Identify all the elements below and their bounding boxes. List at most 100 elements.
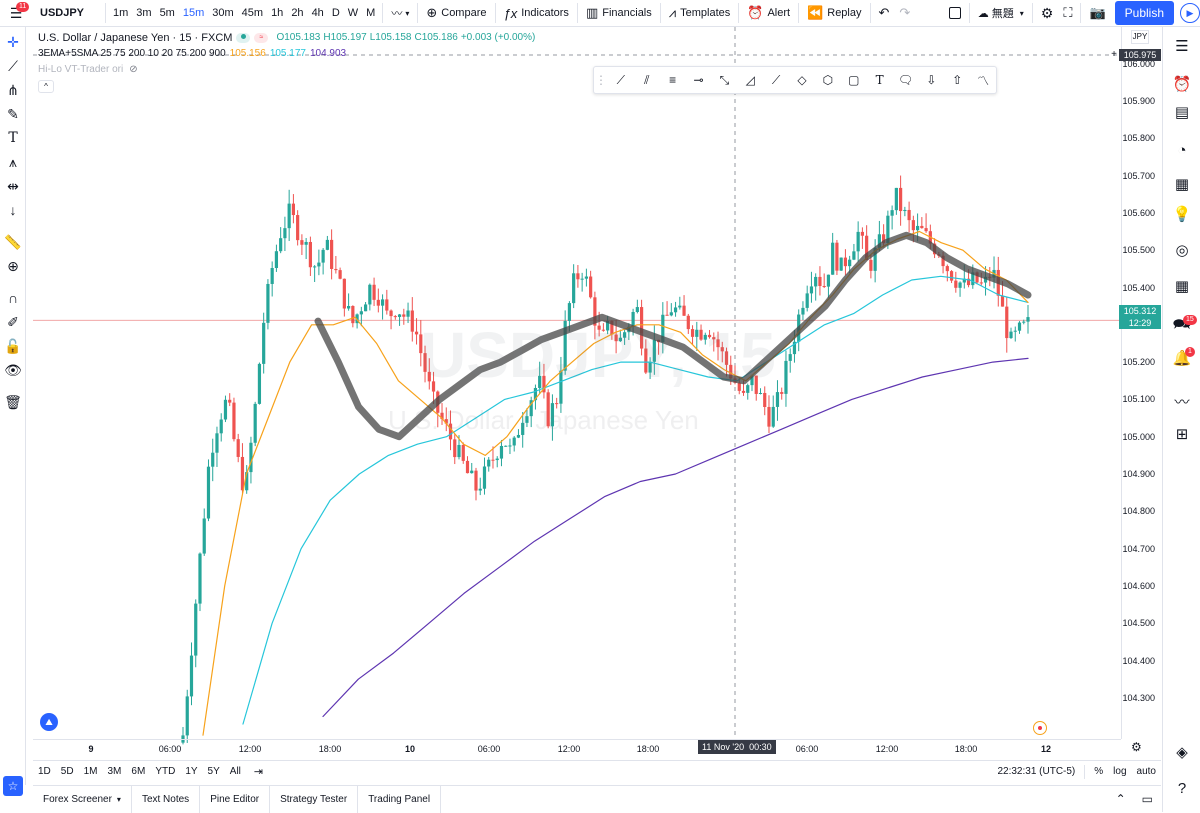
arrow-up-icon[interactable]: ⇧ [952,73,963,87]
main-menu-button[interactable]: ☰ 11 [0,0,32,27]
undo-button[interactable]: ↶ [874,0,895,27]
order-panel-icon[interactable]: ⊞ [1175,426,1189,443]
collapse-legend-button[interactable]: ^ [38,80,54,93]
interval-W[interactable]: W [347,7,359,19]
add-alert-plus-icon[interactable]: + [1111,49,1117,60]
redo-button[interactable]: ↷ [894,0,915,27]
horizontal-ray-icon[interactable]: ⊸ [693,73,704,87]
streams-icon[interactable]: ◎ [1175,242,1189,259]
eye-hidden-icon[interactable]: ⊘ [129,64,138,75]
fullscreen-button[interactable]: ⛶ [1058,0,1077,27]
text-tool-icon[interactable]: T [8,130,18,146]
percent-scale-toggle[interactable]: % [1094,766,1104,777]
interval-1m[interactable]: 1m [113,7,129,19]
price-chart[interactable] [33,27,1159,757]
ideas-lightbulb-icon[interactable]: 💡 [1172,206,1192,223]
range-6m[interactable]: 6M [131,766,146,777]
interval-45m[interactable]: 45m [241,7,264,19]
hilo-indicator-name[interactable]: Hi-Lo VT-Trader ori [38,64,124,75]
templates-button[interactable]: ⩘ Templates [664,0,735,27]
symbol-search-button[interactable]: USDJPY [40,7,85,19]
triangle-icon[interactable]: ◿ [745,73,755,87]
chart-settings-gear-icon[interactable]: ⚙ [1131,740,1142,754]
timezone-clock[interactable]: 22:32:31 (UTC-5) [997,766,1076,777]
interval-1h[interactable]: 1h [271,7,284,19]
snapshot-button[interactable]: 📷 [1084,0,1110,27]
panel-tab-forex-screener[interactable]: Forex Screener ▾ [33,785,132,813]
calendar-icon[interactable]: ▦ [1174,176,1190,193]
layout-name-button[interactable]: ☁ 無題 ▾ [973,0,1029,27]
interval-D[interactable]: D [331,7,340,19]
settings-button[interactable]: ⚙ [1036,0,1059,27]
calendar-grid-icon[interactable]: ▦ [1174,278,1190,295]
brush-tool-icon[interactable]: ✎ [7,105,19,122]
crosshair-tool-icon[interactable]: ✛ [7,33,19,50]
interval-15m[interactable]: 15m [182,7,205,19]
eye-icon[interactable]: 👁 [4,361,22,378]
interval-4h[interactable]: 4h [311,7,324,19]
measure-tool-icon[interactable]: ⇹ [7,177,19,194]
log-scale-toggle[interactable]: log [1113,766,1127,777]
layers-icon[interactable]: ◈ [1176,744,1188,761]
interval-5m[interactable]: 5m [159,7,175,19]
range-1m[interactable]: 1M [83,766,98,777]
layout-select-button[interactable] [944,0,966,27]
help-icon[interactable]: ? [1177,779,1187,797]
parallel-channel-icon[interactable]: ⫽ [644,72,650,87]
watchlist-icon[interactable]: ☰ [1175,38,1189,55]
maximize-panel-icon[interactable]: ▭ [1141,792,1153,806]
price-axis[interactable]: 106.000 105.900 105.800 105.700 105.600 105.5… [1121,27,1161,739]
auto-scale-toggle[interactable]: auto [1136,766,1156,777]
hotlists-icon[interactable]: ◔ [1177,141,1187,159]
panel-tab-text-notes[interactable]: Text Notes [132,785,201,813]
range-5d[interactable]: 5D [60,766,74,777]
path-icon[interactable]: 〽 [977,73,990,88]
ray-icon[interactable]: ⟋ [771,72,781,87]
trend-line-tool-icon[interactable]: ⟋ [8,57,18,74]
pattern-tool-icon[interactable]: ⩚ [9,153,17,170]
magnet-icon[interactable]: ∩ [7,290,19,306]
interval-2h[interactable]: 2h [291,7,304,19]
star-favorites-button[interactable]: ☆ [0,773,26,799]
text-icon[interactable]: T [875,73,884,87]
replay-button[interactable]: ⏪ Replay [802,0,866,27]
horizontal-lines-icon[interactable]: ≡ [669,73,677,87]
ruler-icon[interactable]: 📏 [4,233,22,250]
data-window-icon[interactable]: ▤ [1174,104,1190,121]
range-all[interactable]: All [229,766,241,777]
range-3m[interactable]: 3M [107,766,122,777]
panel-tab-trading-panel[interactable]: Trading Panel [358,785,442,813]
play-icon[interactable]: ▶ [1180,3,1200,23]
range-ytd[interactable]: YTD [155,766,176,777]
tradingview-logo-icon[interactable]: ⛰ [40,713,58,731]
alert-button[interactable]: ⏰ Alert [742,0,795,27]
interval-M[interactable]: M [366,7,376,19]
interval-30m[interactable]: 30m [212,7,234,19]
range-1y[interactable]: 1Y [185,766,198,777]
rotated-rectangle-icon[interactable]: ◇ [797,73,807,87]
record-button[interactable] [1033,721,1047,735]
indicator-name[interactable]: 3EMA+5SMA 25 75 200 10 20 75 200 900 [38,48,226,59]
arrow-down-icon[interactable]: ⇩ [926,73,937,87]
panel-tab-strategy-tester[interactable]: Strategy Tester [270,785,359,813]
publish-button[interactable]: Publish [1114,1,1174,25]
date-range-icon[interactable]: ⇥ [253,766,264,778]
polyline-icon[interactable]: ⤡ [719,72,730,87]
range-1d[interactable]: 1D [38,766,51,777]
fib-tool-icon[interactable]: ⋔ [7,81,19,98]
lock-icon[interactable]: 🔓 [4,337,22,354]
pattern-icon[interactable]: ⬡ [822,73,834,87]
callout-icon[interactable]: 🗨 [897,73,914,87]
interval-3m[interactable]: 3m [136,7,152,19]
alerts-clock-icon[interactable]: ⏰ [1172,76,1192,93]
financials-button[interactable]: ▥ Financials [581,0,657,27]
time-axis[interactable] [33,739,1121,757]
lock-pencil-icon[interactable]: ✐ [7,313,19,330]
trend-line-icon[interactable]: ⟋ [616,72,626,87]
zoom-in-icon[interactable]: ⊕ [7,257,19,274]
range-5y[interactable]: 5Y [207,766,220,777]
panel-tab-pine-editor[interactable]: Pine Editor [200,785,271,813]
drag-handle-icon[interactable]: ⋮ [594,73,607,87]
rectangle-icon[interactable]: ▢ [848,73,860,87]
chart-type-button[interactable]: 〰 ▾ [386,0,414,27]
